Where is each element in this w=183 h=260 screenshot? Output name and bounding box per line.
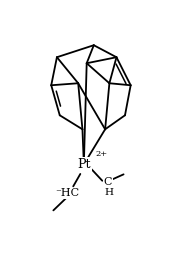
Text: Pt: Pt xyxy=(77,158,91,171)
Text: C: C xyxy=(104,177,112,187)
Text: H: H xyxy=(105,188,114,197)
Text: ⁻HC: ⁻HC xyxy=(55,188,79,198)
Text: 2+: 2+ xyxy=(96,150,108,158)
